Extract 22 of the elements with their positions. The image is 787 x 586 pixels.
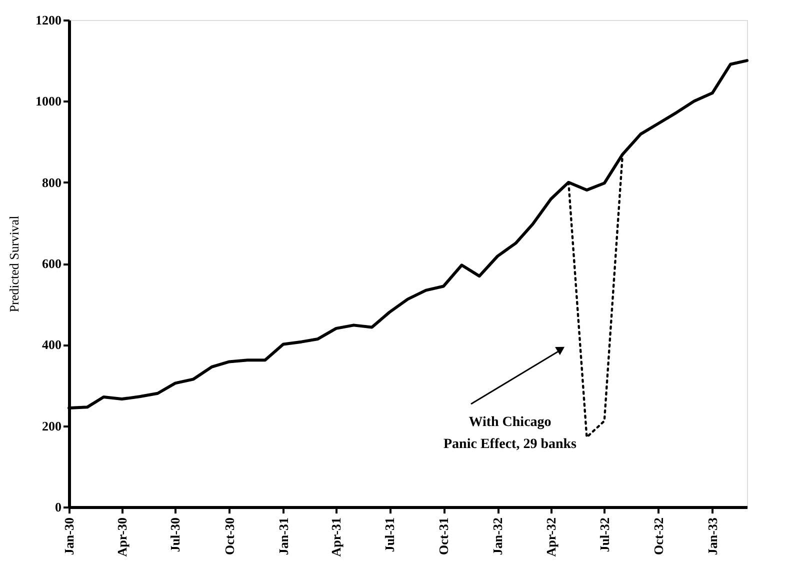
- x-tick-label: Apr-30: [114, 518, 130, 557]
- y-tick-label: 0: [55, 500, 62, 514]
- x-tick-label: Oct-32: [650, 518, 666, 556]
- x-tick-label: Jan-30: [62, 518, 76, 556]
- annotation: With Chicago Panic Effect, 29 banks: [444, 415, 578, 452]
- x-tick-label: Oct-31: [436, 518, 452, 556]
- x-tick-label: Apr-32: [543, 518, 558, 557]
- x-tick-label: Jul-30: [168, 518, 183, 552]
- x-tick-label: Jul-32: [596, 518, 612, 552]
- y-tick-label: 1200: [36, 12, 62, 28]
- y-axis-title: Predicted Survival: [6, 215, 22, 312]
- y-tick-label: 600: [42, 256, 62, 271]
- x-tick-label: Jan-33: [704, 517, 720, 556]
- x-tick-label: Apr-31: [328, 518, 344, 557]
- y-tick-label: 400: [42, 337, 62, 352]
- x-tick-label: Jul-31: [382, 518, 398, 552]
- x-tick-label: Jan-32: [490, 518, 506, 556]
- x-tick-label: Jan-31: [276, 518, 291, 556]
- y-tick-label: 1000: [36, 94, 62, 109]
- x-tick-label: Oct-30: [222, 518, 237, 556]
- y-tick-label: 200: [42, 418, 62, 434]
- y-tick-label: 800: [42, 174, 62, 190]
